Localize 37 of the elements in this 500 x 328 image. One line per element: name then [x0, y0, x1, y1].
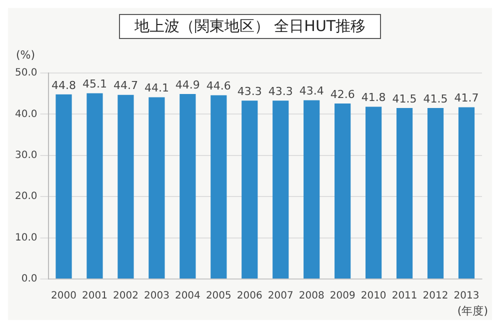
x-tick-label: 2010 [360, 290, 386, 302]
data-label: 43.3 [237, 84, 262, 98]
x-tick-label: 2002 [112, 290, 138, 302]
x-tick-label: 2008 [298, 290, 324, 302]
x-tick-label: 2001 [82, 290, 108, 302]
x-tick-label: 2000 [51, 290, 76, 302]
y-tick-label: 30.0 [15, 150, 38, 161]
data-label: 41.8 [361, 91, 386, 104]
x-tick-label: 2004 [174, 290, 200, 302]
x-tick-label: 2009 [330, 290, 356, 302]
data-label: 41.5 [423, 92, 448, 106]
x-tick-label: 2005 [206, 290, 232, 302]
x-tick-label: 2011 [392, 290, 418, 302]
data-label: 42.6 [330, 88, 355, 101]
x-tick-label: 2007 [268, 290, 294, 302]
chart-title: 地上波（関東地区） 全日HUT推移 [119, 14, 381, 39]
data-label: 44.8 [52, 78, 76, 92]
data-label: 43.3 [268, 84, 293, 98]
data-label: 41.5 [392, 92, 417, 106]
data-label: 44.7 [113, 79, 138, 92]
y-tick-label: 20.0 [15, 191, 38, 202]
data-label: 44.9 [175, 78, 200, 92]
data-label: 41.7 [454, 92, 479, 105]
x-axis-title: (年度) [457, 304, 488, 318]
y-tick-label: 10.0 [15, 232, 38, 244]
y-tick-label: 40.0 [15, 108, 38, 120]
y-tick-label: 0.0 [21, 274, 38, 285]
y-tick-label: 50.0 [15, 68, 38, 79]
data-label: 43.4 [299, 84, 324, 98]
data-label: 44.1 [144, 82, 169, 95]
x-tick-label: 2006 [236, 290, 262, 302]
x-tick-label: 2013 [454, 290, 480, 302]
x-tick-label: 2003 [144, 290, 170, 302]
x-tick-label: 2012 [422, 290, 448, 302]
data-label: 45.1 [82, 78, 107, 91]
y-axis-title: (%) [16, 48, 36, 62]
data-label: 44.6 [206, 80, 231, 93]
